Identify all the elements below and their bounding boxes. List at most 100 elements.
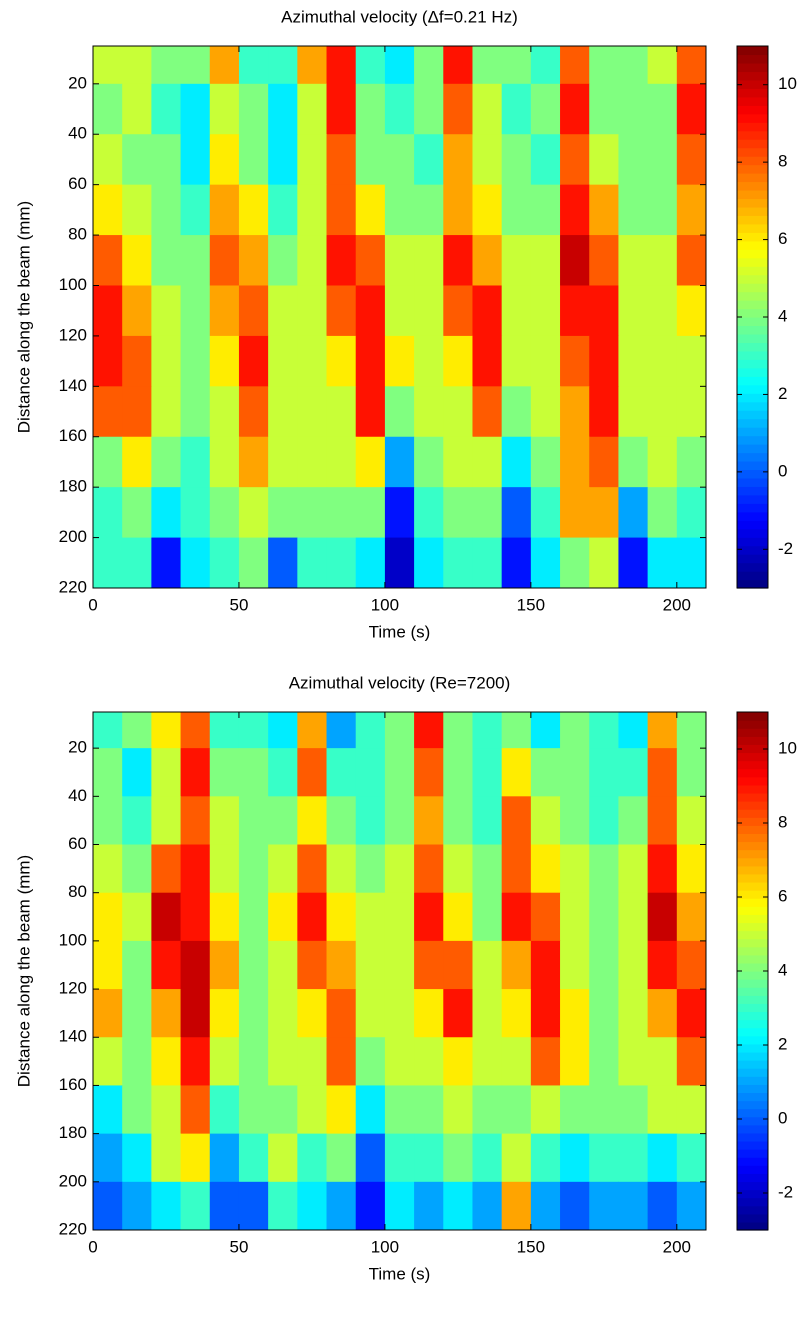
heatmap-cell — [122, 989, 152, 1038]
colorbar-step — [737, 817, 768, 826]
heatmap-cell — [151, 796, 182, 846]
colorbar-step — [737, 898, 768, 907]
y-tick-label: 60 — [68, 174, 87, 193]
heatmap-cell — [647, 487, 678, 539]
heatmap-cell — [209, 184, 240, 236]
heatmap-cell — [414, 712, 444, 749]
colorbar-step — [737, 1140, 768, 1150]
heatmap-cell — [676, 537, 706, 588]
heatmap-cell — [93, 796, 123, 846]
x-tick-label: 50 — [229, 1237, 248, 1256]
colorbar-step — [737, 173, 768, 183]
heatmap-cell — [618, 1181, 649, 1230]
heatmap-cell — [647, 46, 678, 85]
heatmap-cell — [93, 712, 123, 749]
axes-frame — [92, 45, 707, 589]
colorbar-step — [737, 744, 768, 754]
heatmap-cell — [384, 748, 415, 797]
colorbar-step — [737, 841, 768, 851]
x-tick-label: 200 — [663, 1237, 691, 1256]
heatmap-cell — [93, 46, 123, 85]
y-tick-label: 160 — [59, 1075, 87, 1094]
heatmap-cell — [122, 892, 152, 942]
heatmap-cell — [443, 184, 473, 236]
heatmap-cell — [238, 748, 269, 797]
heatmap-cell — [238, 796, 269, 846]
heatmap-cell — [647, 335, 678, 387]
heatmap-cell — [180, 1181, 211, 1230]
heatmap-cell — [443, 844, 473, 894]
chart-title: Azimuthal velocity (Δf=0.21 Hz) — [281, 7, 518, 26]
heatmap-cell — [122, 83, 152, 135]
heatmap-cell — [501, 892, 532, 942]
colorbar-step — [737, 62, 768, 73]
heatmap-cell — [530, 1133, 561, 1183]
heatmap-cell — [238, 844, 269, 894]
heatmap-cell — [355, 892, 386, 942]
heatmap-cell — [647, 796, 678, 846]
y-tick-label: 220 — [59, 1219, 87, 1238]
heatmap-cell — [443, 134, 473, 186]
colorbar-step — [737, 308, 768, 318]
colorbar-step — [737, 130, 768, 140]
heatmap-cell — [384, 892, 415, 942]
colorbar-step — [737, 105, 768, 115]
colorbar-step — [737, 849, 768, 859]
colorbar-step — [737, 317, 768, 327]
heatmap-cell — [355, 386, 386, 438]
heatmap-cell — [618, 1133, 649, 1183]
heatmap-cell — [384, 487, 415, 539]
colorbar-step — [737, 223, 768, 233]
heatmap-cell — [647, 537, 678, 588]
heatmap-cell — [501, 1133, 532, 1183]
heatmap-cell — [589, 796, 619, 846]
heatmap-cell — [384, 940, 415, 990]
heatmap-cell — [326, 1181, 357, 1230]
heatmap-cell — [326, 989, 357, 1038]
heatmap-cell — [122, 1085, 152, 1135]
heatmap-cell — [238, 46, 269, 85]
colorbar-step — [737, 139, 768, 149]
colorbar-step — [737, 96, 768, 106]
heatmap-cell — [676, 844, 706, 894]
heatmap-cell — [384, 235, 415, 286]
heatmap-cell — [355, 537, 386, 588]
heatmap-cell — [268, 940, 298, 990]
heatmap-cell — [297, 1037, 328, 1086]
heatmap-cell — [618, 436, 649, 488]
heatmap-cell — [414, 386, 444, 438]
x-tick-label: 100 — [371, 1237, 399, 1256]
heatmap-cell — [209, 796, 240, 846]
heatmap-cell — [93, 1133, 123, 1183]
colorbar-step — [737, 1076, 768, 1085]
heatmap-cell — [151, 184, 182, 236]
heatmap-cell — [297, 1181, 328, 1230]
x-tick-label: 0 — [88, 595, 97, 614]
heatmap-cell — [530, 487, 561, 539]
heatmap-cell — [589, 712, 619, 749]
heatmap-cell — [384, 712, 415, 749]
heatmap-cell — [472, 537, 503, 588]
heatmap-cell — [530, 748, 561, 797]
colorbar-step — [737, 1213, 768, 1223]
heatmap-cell — [647, 1133, 678, 1183]
heatmap-cell — [501, 940, 532, 990]
heatmap-cell — [472, 1085, 503, 1135]
heatmap-cell — [384, 1181, 415, 1230]
heatmap-cell — [326, 748, 357, 797]
heatmap-cell — [647, 436, 678, 488]
heatmap-cell — [268, 1037, 298, 1086]
heatmap-cell — [180, 712, 211, 749]
heatmap-cell — [530, 335, 561, 387]
heatmap-cell — [355, 989, 386, 1038]
heatmap-cell — [472, 285, 503, 337]
heatmap-cell — [180, 1085, 211, 1135]
heatmap-cell — [384, 1133, 415, 1183]
heatmap-cell — [151, 1181, 182, 1230]
heatmap-cell — [180, 1133, 211, 1183]
heatmap-cell — [647, 285, 678, 337]
heatmap-cell — [501, 844, 532, 894]
heatmap-cell — [530, 712, 561, 749]
heatmap-cell — [443, 892, 473, 942]
heatmap-cell — [151, 1085, 182, 1135]
